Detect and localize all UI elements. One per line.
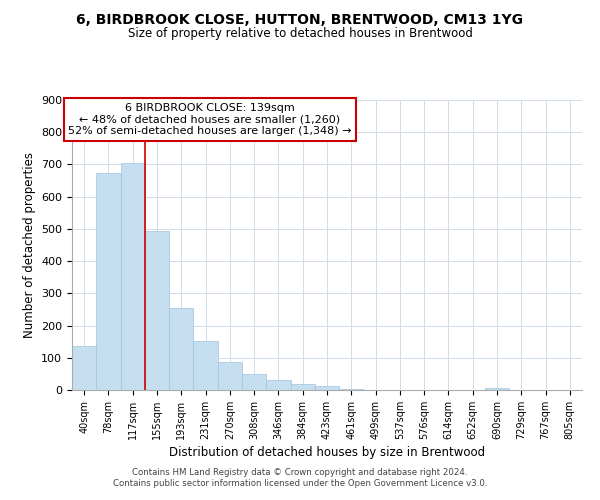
X-axis label: Distribution of detached houses by size in Brentwood: Distribution of detached houses by size … [169,446,485,459]
Bar [145,231,169,390]
Y-axis label: Number of detached properties: Number of detached properties [23,152,35,338]
Bar [121,162,145,390]
Bar [485,388,509,390]
Bar [193,340,218,390]
Bar [96,172,121,390]
Bar [242,374,266,390]
Text: 6, BIRDBROOK CLOSE, HUTTON, BRENTWOOD, CM13 1YG: 6, BIRDBROOK CLOSE, HUTTON, BRENTWOOD, C… [77,12,523,26]
Text: Size of property relative to detached houses in Brentwood: Size of property relative to detached ho… [128,28,472,40]
Bar [169,308,193,390]
Text: Contains HM Land Registry data © Crown copyright and database right 2024.
Contai: Contains HM Land Registry data © Crown c… [113,468,487,487]
Bar [315,386,339,390]
Bar [266,380,290,390]
Bar [218,362,242,390]
Bar [339,388,364,390]
Text: 6 BIRDBROOK CLOSE: 139sqm
← 48% of detached houses are smaller (1,260)
52% of se: 6 BIRDBROOK CLOSE: 139sqm ← 48% of detac… [68,103,352,136]
Bar [290,384,315,390]
Bar [72,346,96,390]
